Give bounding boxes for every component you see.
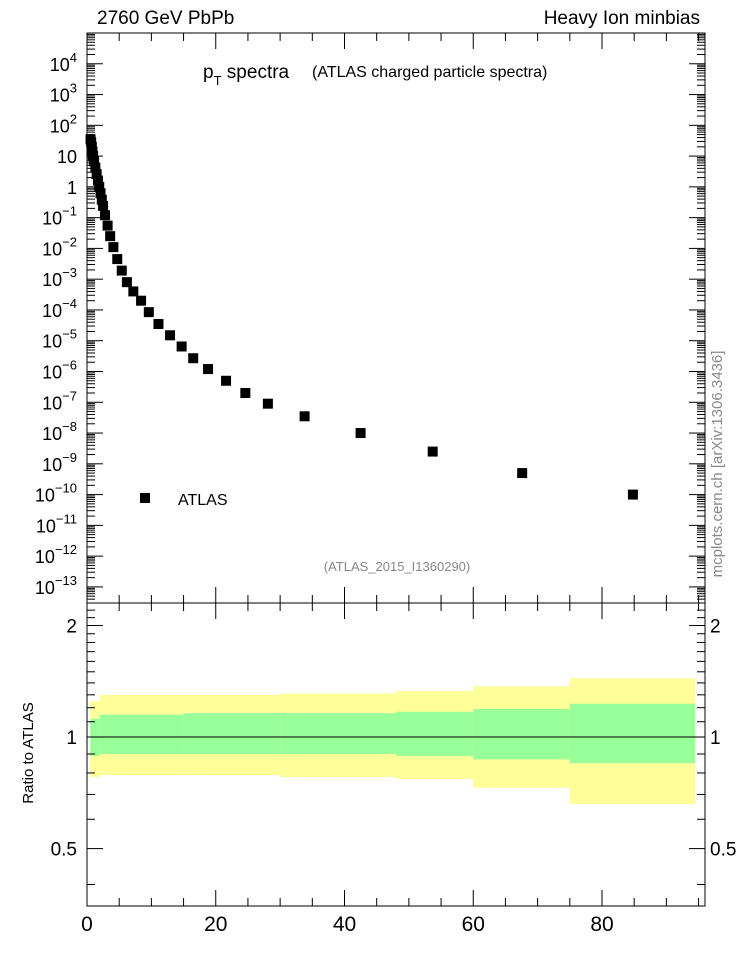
main-y-tick-label: 10−10 <box>35 481 77 506</box>
side-label: mcplots.cern.ch [arXiv:1306.3436] <box>709 351 726 578</box>
data-point <box>627 489 638 500</box>
ratio-x-tick-labels: 0 20 40 60 80 <box>81 913 614 936</box>
data-point <box>94 181 105 192</box>
data-point <box>88 151 99 162</box>
band-inner <box>396 711 474 756</box>
data-point <box>203 364 214 375</box>
ratio-y-label: Ratio to ATLAS <box>20 702 37 803</box>
data-point <box>90 162 101 173</box>
analysis-id: (ATLAS_2015_I1360290) <box>324 559 470 574</box>
band-inner <box>183 713 281 755</box>
ratio-y-tick-label-right: 0.5 <box>710 840 736 861</box>
data-point <box>188 353 199 364</box>
data-point <box>355 428 366 439</box>
main-plot: 10−1310−1210−1110−1010−910−810−710−610−5… <box>35 32 706 604</box>
main-y-tick-label: 10−9 <box>42 450 77 475</box>
ratio-y-tick-label-right: 2 <box>710 616 721 637</box>
ratio-y-tick-label: 2 <box>66 616 77 637</box>
data-point <box>95 188 106 199</box>
main-y-tick-label: 10−13 <box>35 573 77 598</box>
data-point <box>92 175 103 186</box>
legend-label: ATLAS <box>178 492 228 509</box>
ratio-y-tick-label: 0.5 <box>51 840 77 861</box>
data-point <box>105 231 116 242</box>
x-tick-label: 0 <box>81 913 93 936</box>
header-left: 2760 GeV PbPb <box>97 8 234 29</box>
data-point <box>116 265 127 276</box>
main-y-tick-label: 10−2 <box>42 234 77 259</box>
svg-text:pT spectra: pT spectra <box>203 62 290 88</box>
ratio-y-tick-labels: 0.5 0.5 1 1 2 2 <box>51 616 737 860</box>
data-point <box>89 156 100 167</box>
main-plot-title: pT spectra (ATLAS charged particle spect… <box>203 62 547 88</box>
title-subscript: T <box>214 73 222 88</box>
data-point <box>299 411 310 422</box>
main-y-tick-label: 10−8 <box>42 419 77 444</box>
title-parenthetical: (ATLAS charged particle spectra) <box>312 64 547 81</box>
data-point <box>121 277 132 288</box>
atlas-data-points <box>85 134 638 500</box>
data-point <box>153 318 164 329</box>
data-point <box>143 307 154 318</box>
main-y-tick-label: 10−3 <box>42 265 77 290</box>
ratio-plot: 0.5 0.5 1 1 2 2 0 20 40 60 80 Ratio to ATLAS <box>20 602 737 936</box>
main-y-tick-label: 103 <box>50 81 77 106</box>
x-tick-label: 60 <box>462 913 485 936</box>
main-y-tick-label: 10 <box>57 147 77 167</box>
data-point <box>165 330 176 341</box>
data-point <box>240 388 251 399</box>
data-point <box>102 220 113 231</box>
data-point <box>427 446 438 457</box>
ratio-plot-frame <box>86 602 706 907</box>
main-y-tick-label: 10−6 <box>42 358 77 383</box>
main-y-tick-label: 104 <box>50 50 77 75</box>
title-spectra: spectra <box>222 62 290 83</box>
legend-marker <box>140 493 150 503</box>
ratio-y-tick-label: 1 <box>66 728 77 749</box>
main-y-tick-label: 102 <box>50 111 77 136</box>
ratio-bands <box>90 678 696 804</box>
data-point <box>96 194 107 205</box>
data-point <box>221 375 232 386</box>
band-inner <box>99 714 184 755</box>
data-point <box>91 169 102 180</box>
band-inner <box>280 713 396 755</box>
data-point <box>112 254 123 265</box>
main-y-tick-labels: 10−1310−1210−1110−1010−910−810−710−610−5… <box>35 50 77 598</box>
main-y-tick-label: 10−11 <box>36 511 77 536</box>
band-inner <box>569 703 696 764</box>
x-tick-label: 80 <box>590 913 613 936</box>
ratio-axis-ticks <box>86 603 705 906</box>
band-inner <box>473 709 570 760</box>
title-p: p <box>203 62 214 83</box>
data-point <box>128 286 139 297</box>
main-plot-frame <box>86 32 706 604</box>
data-point <box>100 210 111 221</box>
x-tick-label: 20 <box>204 913 227 936</box>
main-y-tick-label: 10−4 <box>42 296 77 321</box>
main-y-tick-label: 10−1 <box>42 204 77 229</box>
x-tick-label: 40 <box>333 913 356 936</box>
main-y-tick-label: 10−7 <box>42 388 77 413</box>
main-y-tick-label: 1 <box>67 178 77 198</box>
data-point <box>517 468 528 479</box>
header-right: Heavy Ion minbias <box>544 8 700 29</box>
ratio-y-tick-label-right: 1 <box>710 728 721 749</box>
main-y-tick-label: 10−5 <box>42 327 77 352</box>
main-axis-ticks <box>86 33 705 604</box>
data-point <box>262 398 273 409</box>
data-point <box>98 200 109 211</box>
data-point <box>176 341 187 352</box>
data-point <box>136 295 147 306</box>
main-y-tick-label: 10−12 <box>35 542 77 567</box>
data-point <box>108 242 119 253</box>
